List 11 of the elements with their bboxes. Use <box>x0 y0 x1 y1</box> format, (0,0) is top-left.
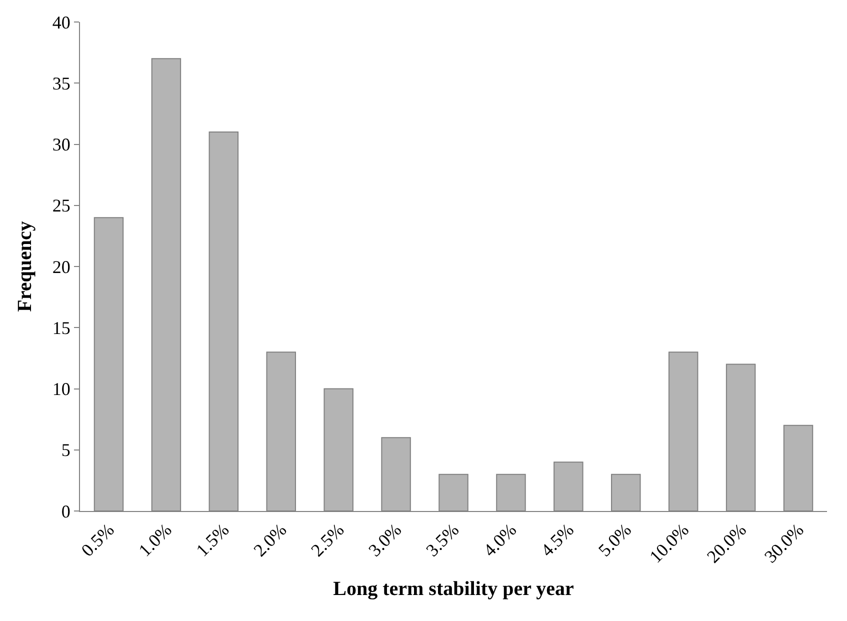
y-tick-label: 20 <box>52 256 70 277</box>
y-tick-label: 5 <box>61 440 70 460</box>
y-tick-label: 25 <box>52 196 70 216</box>
y-tick-label: 10 <box>52 379 70 400</box>
y-tick-label: 35 <box>52 73 70 94</box>
y-tick-label: 30 <box>52 134 70 155</box>
y-tick-label: 40 <box>52 12 70 32</box>
y-tick-label: 15 <box>52 318 70 338</box>
y-axis-title: Frequency <box>14 221 36 312</box>
x-axis-title: Long term stability per year <box>333 578 574 600</box>
y-tick-label: 0 <box>61 501 70 522</box>
